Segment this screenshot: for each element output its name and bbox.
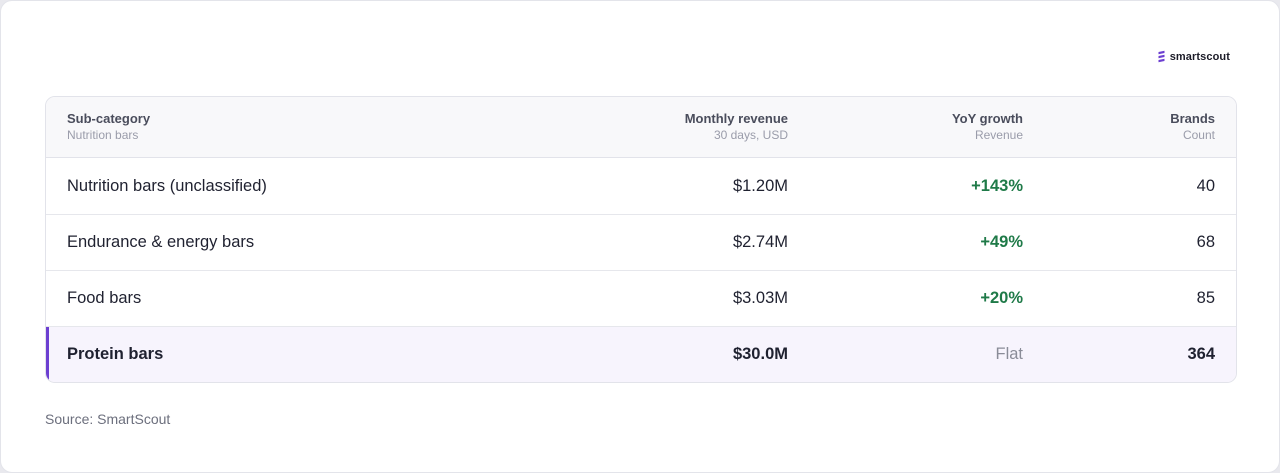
highlight-accent-bar xyxy=(46,327,49,382)
table-header-row: Sub-category Nutrition bars Monthly reve… xyxy=(46,97,1236,158)
row-growth: Flat xyxy=(995,345,1023,363)
row-subcategory: Food bars xyxy=(67,289,142,307)
header-label: Brands xyxy=(1170,111,1215,126)
smartscout-logo-icon xyxy=(1158,50,1165,63)
row-subcategory: Nutrition bars (unclassified) xyxy=(67,176,267,195)
table-row: Nutrition bars (unclassified) $1.20M +14… xyxy=(46,158,1236,214)
subcategory-table: Sub-category Nutrition bars Monthly reve… xyxy=(45,96,1237,383)
table-row-highlighted: Protein bars $30.0M Flat 364 xyxy=(46,326,1236,382)
row-growth: +143% xyxy=(971,176,1023,195)
header-subcategory: Sub-category Nutrition bars xyxy=(67,97,467,157)
header-brands: Brands Count xyxy=(1036,97,1215,157)
row-growth: +49% xyxy=(980,233,1023,251)
header-sublabel: Nutrition bars xyxy=(67,128,139,142)
row-growth: +20% xyxy=(980,289,1023,307)
header-monthly-revenue: Monthly revenue 30 days, USD xyxy=(566,97,788,157)
header-label: Monthly revenue xyxy=(684,111,788,126)
row-subcategory: Protein bars xyxy=(67,345,164,363)
table-row: Endurance & energy bars $2.74M +49% 68 xyxy=(46,214,1236,270)
header-sublabel: Revenue xyxy=(974,128,1023,142)
header-yoy-growth: YoY growth Revenue xyxy=(806,97,1023,157)
brand-name: smartscout xyxy=(1169,51,1230,63)
header-sublabel: 30 days, USD xyxy=(713,128,788,142)
row-brands: 364 xyxy=(1187,345,1215,363)
row-brands: 85 xyxy=(1196,289,1215,307)
table-row: Food bars $3.03M +20% 85 xyxy=(46,270,1236,326)
header-sublabel: Count xyxy=(1182,128,1215,142)
row-revenue: $30.0M xyxy=(732,345,788,363)
header-label: YoY growth xyxy=(951,111,1023,126)
row-brands: 40 xyxy=(1196,176,1215,195)
row-subcategory: Endurance & energy bars xyxy=(67,233,255,251)
brand-logo: smartscout xyxy=(1157,50,1230,64)
row-revenue: $3.03M xyxy=(732,289,788,307)
row-brands: 68 xyxy=(1196,233,1215,251)
source-note: Source: SmartScout xyxy=(45,411,171,427)
row-revenue: $2.74M xyxy=(732,233,788,251)
row-revenue: $1.20M xyxy=(732,176,788,195)
header-label: Sub-category xyxy=(67,111,151,126)
